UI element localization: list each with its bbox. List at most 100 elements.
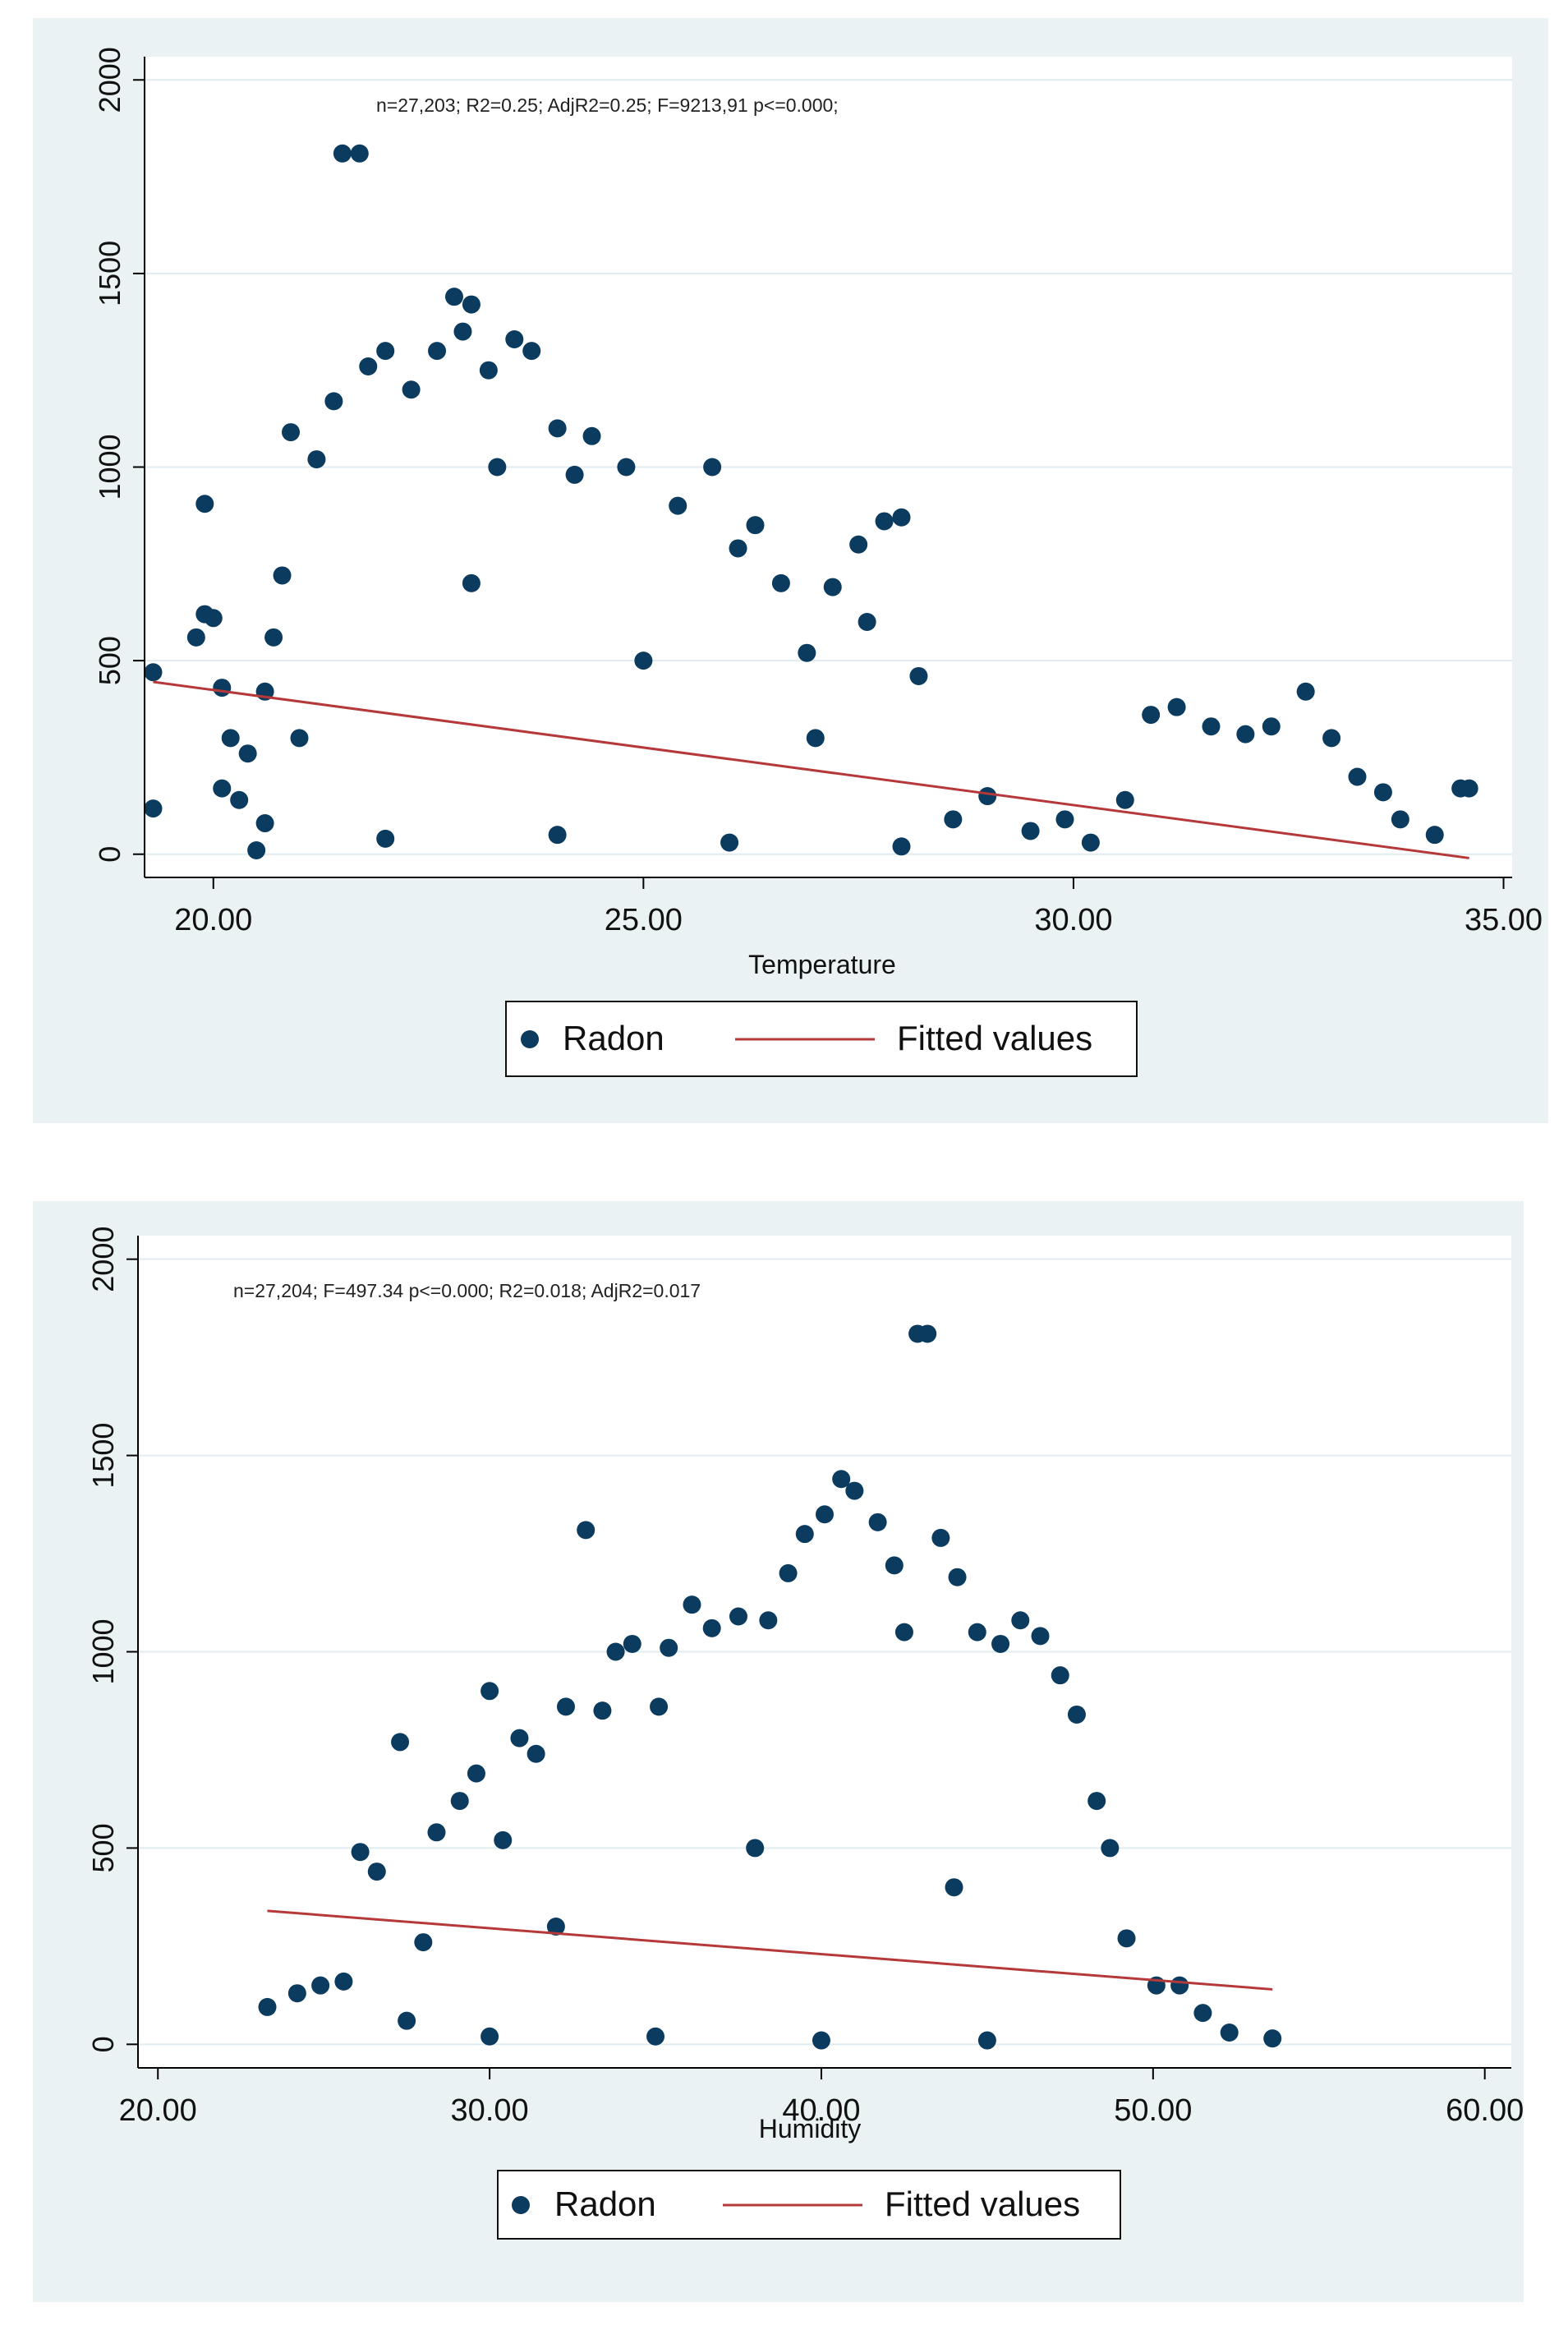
radon-point	[1425, 826, 1444, 845]
radon-point	[398, 2011, 416, 2030]
radon-point	[720, 833, 739, 852]
radon-point	[522, 342, 541, 361]
y-tick-label: 2000	[93, 47, 126, 113]
radon-point	[623, 1634, 641, 1653]
x-tick-label: 25.00	[605, 903, 683, 937]
radon-point	[669, 496, 687, 515]
chart-svg-temperature: 0 500 1000 1500 2000 20.00 25.00 30.00 35.00 n=2…	[33, 18, 1548, 1123]
radon-point	[144, 799, 163, 818]
radon-point	[376, 342, 395, 361]
radon-point	[683, 1595, 701, 1614]
radon-point	[556, 1697, 575, 1716]
legend-radon-label: Radon	[563, 1019, 664, 1057]
radon-point	[1262, 717, 1281, 736]
radon-point	[273, 566, 292, 585]
legend-fit-label: Fitted values	[897, 1019, 1092, 1057]
radon-point	[428, 342, 447, 361]
radon-point	[307, 450, 326, 469]
radon-point	[746, 1839, 765, 1858]
y-tick-label: 1500	[86, 1423, 120, 1489]
radon-point	[1101, 1839, 1120, 1858]
radon-point	[875, 512, 894, 531]
legend-box	[497, 2170, 1121, 2240]
radon-point	[450, 1792, 469, 1811]
radon-point	[1263, 2029, 1282, 2048]
radon-point	[702, 1618, 721, 1637]
radon-point	[858, 612, 876, 631]
radon-point	[703, 458, 722, 477]
radon-point	[144, 663, 163, 682]
x-tick-label: 20.00	[119, 2093, 197, 2128]
legend-radon-marker	[512, 2196, 530, 2214]
radon-point	[849, 535, 868, 554]
chart-svg-humidity: 0 500 1000 1500 2000 20.00 30.00 40.00 50.00 60.0…	[33, 1201, 1524, 2302]
y-tick-label: 1500	[93, 241, 126, 306]
grid-lines	[145, 79, 1512, 855]
x-tick-label: 50.00	[1114, 2093, 1192, 2128]
radon-point	[606, 1642, 625, 1661]
radon-point	[892, 837, 911, 856]
x-tick-label: 30.00	[1034, 903, 1112, 937]
radon-point	[1021, 822, 1040, 840]
radon-point	[186, 628, 205, 647]
fitted-line	[267, 1909, 1273, 1991]
radon-point	[334, 1972, 353, 1991]
radon-point	[427, 1823, 446, 1842]
radon-point	[991, 1634, 1010, 1653]
radon-point	[1391, 810, 1409, 829]
radon-point	[1067, 1705, 1086, 1724]
radon-point	[729, 1607, 747, 1626]
radon-point	[376, 829, 395, 848]
x-tick-label: 30.00	[451, 2093, 529, 2128]
radon-point	[746, 516, 765, 535]
fitted-line-group	[153, 680, 1469, 859]
radon-point	[287, 1984, 306, 2003]
radon-point	[311, 1976, 330, 1995]
radon-point	[1142, 706, 1161, 725]
chart-panel-humidity: 0 500 1000 1500 2000 20.00 30.00 40.00 50.00 60.0…	[33, 1201, 1524, 2302]
y-tick-label: 500	[86, 1823, 120, 1872]
legend: Radon Fitted values	[505, 1001, 1138, 1077]
radon-point	[945, 1878, 963, 1897]
radon-point	[238, 744, 257, 763]
scatter-points	[144, 144, 1478, 860]
radon-point	[230, 790, 249, 809]
radon-point	[548, 826, 567, 845]
radon-point	[333, 144, 352, 163]
radon-point	[195, 605, 214, 624]
radon-point	[582, 426, 601, 445]
legend-radon-label: Radon	[554, 2185, 656, 2223]
radon-point	[948, 1568, 967, 1586]
radon-point	[1193, 2004, 1212, 2023]
radon-point	[462, 573, 481, 592]
fitted-line	[153, 680, 1469, 859]
radon-point	[729, 539, 747, 558]
radon-point	[759, 1611, 778, 1630]
radon-point	[968, 1623, 986, 1641]
radon-point	[282, 423, 301, 442]
x-tick-label: 35.00	[1465, 903, 1543, 937]
radon-point	[1081, 833, 1100, 852]
radon-point	[892, 508, 911, 527]
radon-point	[258, 1997, 277, 2016]
legend-fit-label: Fitted values	[885, 2185, 1080, 2223]
radon-point	[1202, 717, 1221, 736]
radon-point	[481, 2027, 499, 2046]
radon-point	[290, 729, 309, 748]
radon-point	[1170, 1976, 1189, 1995]
radon-point	[806, 729, 825, 748]
stats-annotation: n=27,203; R2=0.25; AdjR2=0.25; F=9213,91…	[376, 94, 839, 116]
radon-point	[1087, 1792, 1106, 1811]
radon-point	[213, 779, 232, 798]
radon-point	[467, 1764, 485, 1783]
radon-point	[1236, 725, 1255, 744]
y-tick-label: 500	[93, 636, 126, 685]
radon-point	[978, 787, 997, 806]
y-tick-label: 0	[93, 846, 126, 863]
radon-point	[255, 814, 274, 833]
y-tick-label: 2000	[86, 1227, 120, 1292]
radon-point	[977, 2031, 996, 2050]
radon-point	[359, 357, 378, 375]
radon-point	[324, 392, 343, 411]
radon-point	[481, 1682, 499, 1701]
